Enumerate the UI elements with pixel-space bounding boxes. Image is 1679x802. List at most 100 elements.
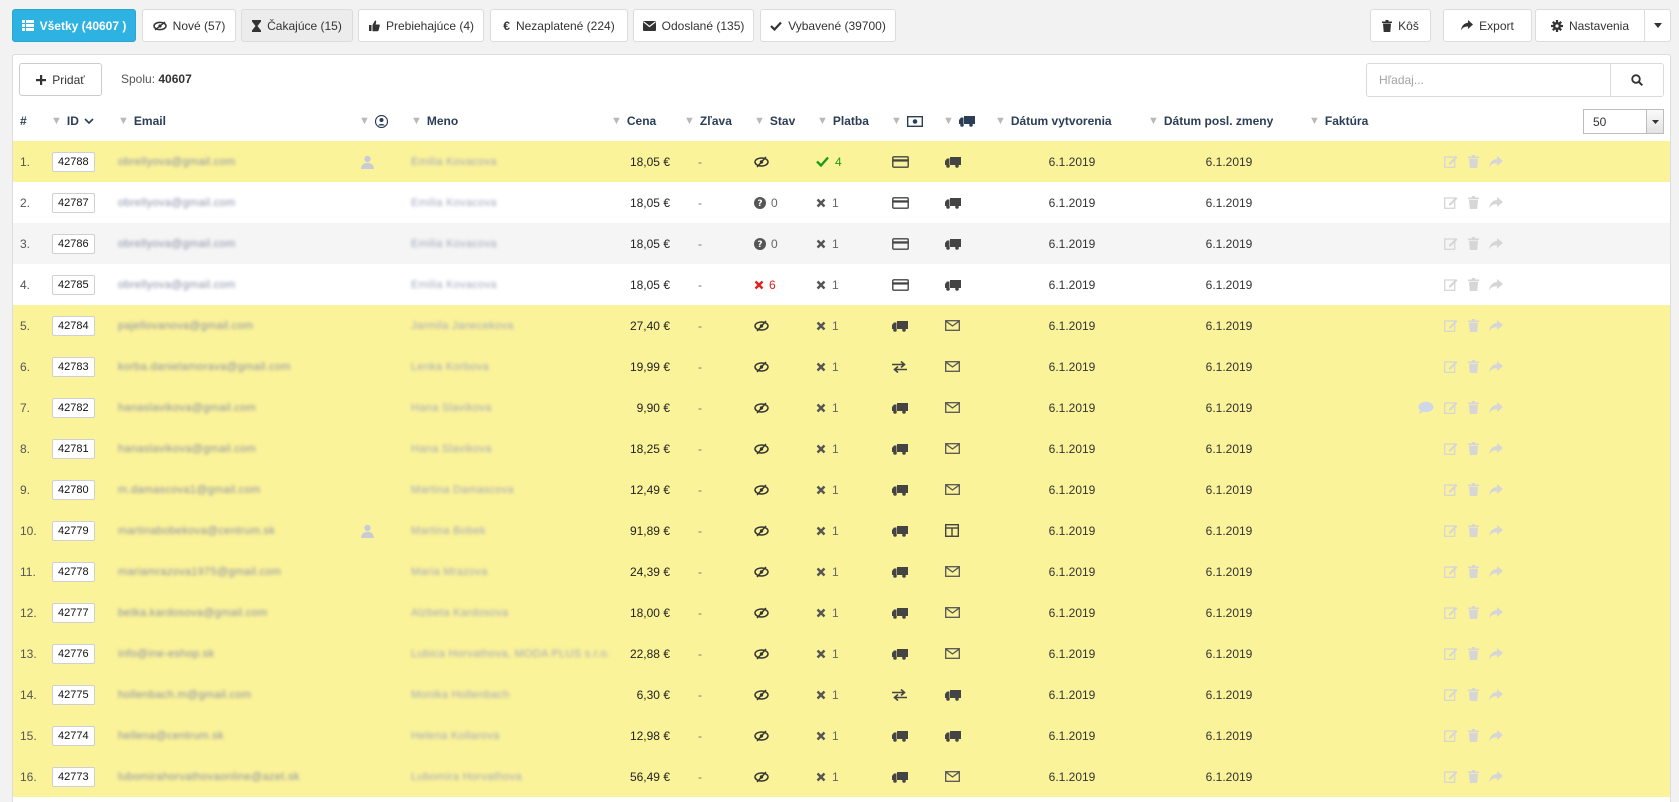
order-status[interactable] xyxy=(754,715,769,756)
comment-icon[interactable] xyxy=(1418,401,1434,414)
customer-email[interactable]: mariamrazova1975@gmail.com xyxy=(118,551,281,592)
order-status[interactable] xyxy=(754,510,769,551)
order-id[interactable]: 42780 xyxy=(52,469,95,510)
trash-icon[interactable] xyxy=(1468,237,1479,250)
payment-status[interactable]: 1 xyxy=(816,510,839,551)
trash-icon[interactable] xyxy=(1468,770,1479,783)
edit-icon[interactable] xyxy=(1444,524,1458,537)
question-circle-icon[interactable]: ? xyxy=(754,196,766,209)
filter-icon[interactable]: ▼ xyxy=(995,115,1006,127)
search-input[interactable] xyxy=(1366,63,1611,97)
order-id[interactable]: 42785 xyxy=(52,264,95,305)
share-arrow-icon[interactable] xyxy=(1489,565,1503,578)
customer-email[interactable]: lubomirahorvathovaonline@azet.sk xyxy=(118,756,300,797)
order-status[interactable] xyxy=(754,674,769,715)
cross-icon[interactable] xyxy=(816,526,826,536)
tab-in-progress[interactable]: Prebiehajúce (4) xyxy=(358,9,484,42)
trash-icon[interactable] xyxy=(1468,442,1479,455)
order-id-value[interactable]: 42783 xyxy=(52,356,95,377)
trash-icon[interactable] xyxy=(1468,483,1479,496)
order-status[interactable] xyxy=(754,469,769,510)
filter-icon[interactable]: ▼ xyxy=(411,115,422,127)
share-arrow-icon[interactable] xyxy=(1489,196,1503,209)
order-id-value[interactable]: 42779 xyxy=(52,520,95,541)
search-button[interactable] xyxy=(1610,63,1664,97)
filter-icon[interactable]: ▼ xyxy=(817,115,828,127)
payment-status[interactable]: 1 xyxy=(816,592,839,633)
table-row[interactable]: 10. 42779 martinabobekova@centrum.sk Martin… xyxy=(13,510,1670,551)
order-id-value[interactable]: 42773 xyxy=(52,766,95,787)
order-id-value[interactable]: 42786 xyxy=(52,233,95,254)
edit-icon[interactable] xyxy=(1444,360,1458,373)
order-id-value[interactable]: 42780 xyxy=(52,479,95,500)
edit-icon[interactable] xyxy=(1444,278,1458,291)
cross-icon[interactable] xyxy=(816,731,826,741)
order-id[interactable]: 42787 xyxy=(52,182,95,223)
order-id-value[interactable]: 42787 xyxy=(52,192,95,213)
eye-slash-icon[interactable] xyxy=(754,771,769,783)
trash-icon[interactable] xyxy=(1468,401,1479,414)
eye-slash-icon[interactable] xyxy=(754,443,769,455)
trash-icon[interactable] xyxy=(1468,647,1479,660)
order-status[interactable]: ? 0 xyxy=(754,182,778,223)
share-arrow-icon[interactable] xyxy=(1489,155,1503,168)
trash-icon[interactable] xyxy=(1468,729,1479,742)
trash-icon[interactable] xyxy=(1468,606,1479,619)
customer-email[interactable]: info@ine-eshop.sk xyxy=(118,633,214,674)
order-id-value[interactable]: 42781 xyxy=(52,438,95,459)
order-id[interactable]: 42777 xyxy=(52,592,95,633)
edit-icon[interactable] xyxy=(1444,401,1458,414)
cross-icon[interactable] xyxy=(816,608,826,618)
tab-pending[interactable]: Čakajúce (15) xyxy=(241,9,353,42)
customer-email[interactable]: hollenbach.m@gmail.com xyxy=(118,674,251,715)
add-order-button[interactable]: Pridať xyxy=(19,63,102,96)
share-arrow-icon[interactable] xyxy=(1489,606,1503,619)
order-id[interactable]: 42782 xyxy=(52,387,95,428)
question-circle-icon[interactable]: ? xyxy=(754,237,766,250)
order-id-value[interactable]: 42785 xyxy=(52,274,95,295)
col-status[interactable]: ▼ Stav xyxy=(754,101,795,141)
order-id[interactable]: 42775 xyxy=(52,674,95,715)
order-id-value[interactable]: 42788 xyxy=(52,151,95,172)
check-icon[interactable] xyxy=(816,156,829,167)
edit-icon[interactable] xyxy=(1444,688,1458,701)
filter-icon[interactable]: ▼ xyxy=(1148,115,1159,127)
share-arrow-icon[interactable] xyxy=(1489,237,1503,250)
order-id-value[interactable]: 42778 xyxy=(52,561,95,582)
share-arrow-icon[interactable] xyxy=(1489,770,1503,783)
order-status[interactable] xyxy=(754,551,769,592)
col-id[interactable]: ▼ ID xyxy=(51,101,94,141)
edit-icon[interactable] xyxy=(1444,770,1458,783)
share-arrow-icon[interactable] xyxy=(1489,360,1503,373)
share-arrow-icon[interactable] xyxy=(1489,688,1503,701)
payment-status[interactable]: 1 xyxy=(816,264,839,305)
eye-slash-icon[interactable] xyxy=(754,566,769,578)
tab-new[interactable]: Nové (57) xyxy=(142,9,236,42)
cross-icon[interactable] xyxy=(816,444,826,454)
customer-email[interactable]: obrellyova@gmail.com xyxy=(118,141,235,182)
edit-icon[interactable] xyxy=(1444,483,1458,496)
trash-icon[interactable] xyxy=(1468,319,1479,332)
edit-icon[interactable] xyxy=(1444,237,1458,250)
order-status[interactable] xyxy=(754,141,769,182)
trash-icon[interactable] xyxy=(1468,524,1479,537)
cross-icon[interactable] xyxy=(816,403,826,413)
customer-email[interactable]: pajellovanova@gmail.com xyxy=(118,305,253,346)
order-id[interactable]: 42773 xyxy=(52,756,95,797)
col-discount[interactable]: ▼ Zľava xyxy=(684,101,732,141)
customer-email[interactable]: betka.kardosova@gmail.com xyxy=(118,592,268,633)
share-arrow-icon[interactable] xyxy=(1489,483,1503,496)
cross-icon[interactable] xyxy=(754,280,764,290)
tab-unpaid[interactable]: € Nezaplatené (224) xyxy=(490,9,628,42)
filter-icon[interactable]: ▼ xyxy=(1309,115,1320,127)
table-row[interactable]: 13. 42776 info@ine-eshop.sk Lubica Horvatho… xyxy=(13,633,1670,674)
order-id[interactable]: 42776 xyxy=(52,633,95,674)
col-modified[interactable]: ▼ Dátum posl. zmeny xyxy=(1148,101,1273,141)
edit-icon[interactable] xyxy=(1444,606,1458,619)
trash-icon[interactable] xyxy=(1468,360,1479,373)
table-row[interactable]: 1. 42788 obrellyova@gmail.com Emilia Kovaco… xyxy=(13,141,1670,182)
table-row[interactable]: 15. 42774 hellena@centrum.sk Helena Kollaro… xyxy=(13,715,1670,756)
edit-icon[interactable] xyxy=(1444,442,1458,455)
order-id[interactable]: 42783 xyxy=(52,346,95,387)
trash-button[interactable]: Kôš xyxy=(1370,9,1431,42)
